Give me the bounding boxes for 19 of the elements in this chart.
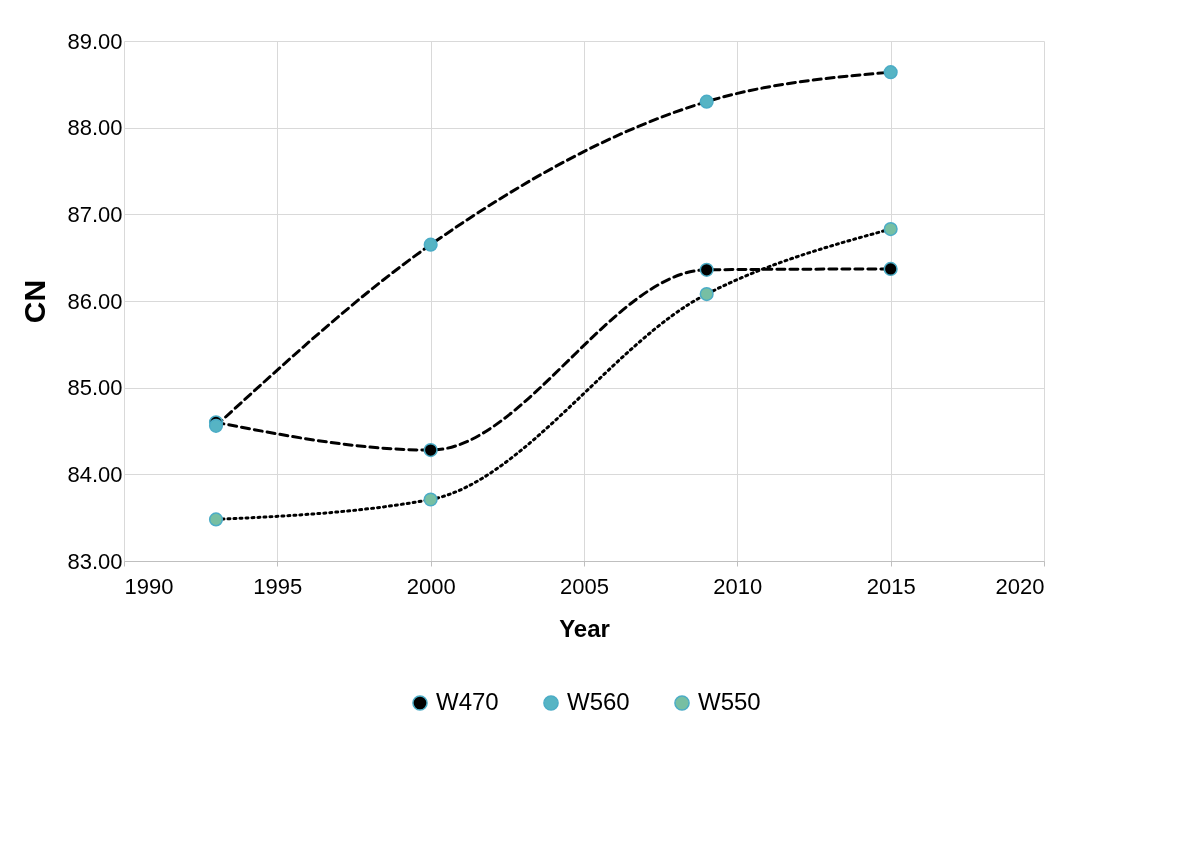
x-axis-title: Year [559,614,610,642]
legend-label: W560 [567,688,630,715]
x-tick-label: 2010 [713,573,763,599]
legend-label: W550 [698,688,761,715]
y-axis-title: CN [18,279,52,324]
y-tick-label: 87.00 [67,201,123,227]
x-tick-label: 2000 [406,573,456,599]
x-tick-label: 1995 [253,573,303,599]
y-tick-label: 84.00 [67,461,123,487]
x-tick-label: 1990 [124,573,174,599]
x-tick-label: 2005 [560,573,609,599]
y-tick-label: 88.00 [67,115,123,141]
x-tick-label: 2020 [995,573,1045,599]
y-tick-label: 86.00 [67,288,123,314]
y-tick-label: 83.00 [67,548,123,574]
legend-label: W470 [436,688,499,715]
y-tick-label: 85.00 [67,375,123,401]
x-tick-label: 2015 [866,573,916,599]
y-tick-label: 89.00 [67,28,123,54]
